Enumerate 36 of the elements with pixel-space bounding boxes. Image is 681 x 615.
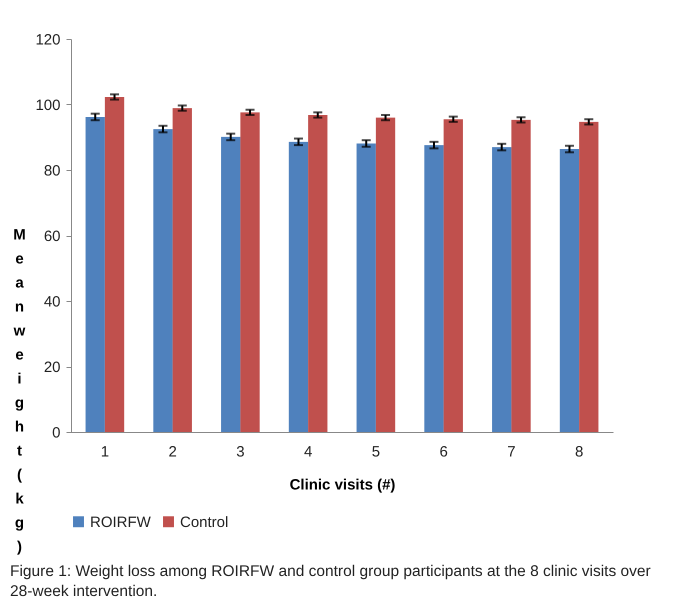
bar [86,116,105,432]
x-tick-label: 7 [507,444,516,460]
bar [579,122,598,432]
text: Mean weight (kg) [13,226,26,556]
bar [424,145,444,432]
bar [511,120,531,432]
x-axis-title: Clinic visits (#) [290,476,396,494]
bar [356,143,376,432]
y-tick-label: 60 [44,228,60,245]
legend-label: Control [180,514,228,531]
x-tick-label: 5 [372,444,380,460]
x-tick-label: 6 [439,444,448,460]
bar [444,119,463,432]
bar [153,129,173,432]
x-tick-label: 8 [574,444,584,460]
bar [172,108,192,432]
x-tick-label: 3 [236,444,245,460]
bar [240,112,260,432]
bar [560,149,580,432]
y-tick-label: 80 [44,162,60,180]
bar [492,147,512,432]
caption: Figure 1: Weight loss among ROIRFW and control group participants at the 8 clinic visits over 28-week intervention. [10,562,652,602]
legend-label: ROIRFW [90,514,152,531]
y-tick-label: 120 [35,32,60,48]
x-tick-label: 4 [304,444,312,460]
bar [376,118,396,432]
x-tick-label: 2 [168,444,177,460]
bar [221,136,240,432]
y-tick-label: 40 [44,294,60,310]
y-tick-label: 0 [52,424,60,442]
bar [308,114,328,432]
y-tick-label: 100 [35,97,60,114]
bar [104,96,124,432]
x-tick-label: 1 [100,444,110,460]
y-tick-label: 20 [44,359,60,376]
bar [288,142,308,432]
